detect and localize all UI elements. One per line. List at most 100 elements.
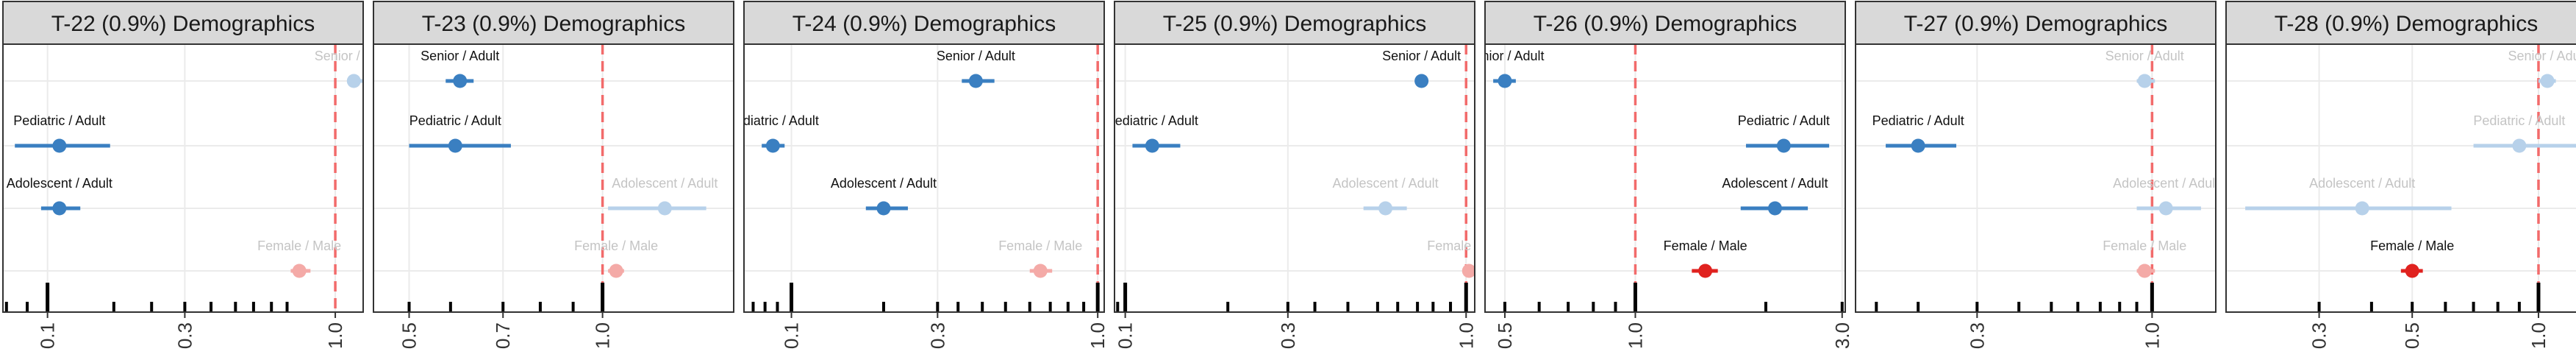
point-label: Female / Male	[1427, 238, 1511, 253]
point-estimate	[1414, 74, 1429, 88]
panel-plot-area: Senior / Adult Pediatric / Adult Adolescen…	[1465, 44, 1845, 312]
point-estimate	[2158, 201, 2173, 216]
point-label: Adolescent / Adult	[831, 176, 937, 191]
axis-tick-label: 1.0	[2141, 322, 2163, 349]
panel-background	[373, 44, 734, 312]
axis-tick-label: 0.5	[2401, 322, 2423, 349]
panel-title: T-26 (0.9%) Demographics	[1534, 12, 1797, 36]
axis-tick-label: 0.3	[926, 322, 948, 349]
point-label: Adolescent / Adult	[2309, 176, 2415, 191]
axis-tick-label: 3.0	[1831, 322, 1853, 349]
point-estimate	[292, 264, 307, 278]
point-estimate	[1911, 138, 1925, 153]
panel-frame	[2225, 43, 2576, 313]
point-estimate	[453, 74, 468, 88]
point-label: Senior / Adult	[1382, 49, 1461, 63]
axis-tick-label: 0.3	[2308, 322, 2330, 349]
panel-title: T-23 (0.9%) Demographics	[422, 12, 685, 36]
point-label: Female / Male	[1664, 238, 1747, 253]
point-estimate	[1776, 138, 1791, 153]
panel-title: T-28 (0.9%) Demographics	[2275, 12, 2538, 36]
point-label: Female / Male	[257, 238, 341, 253]
panel-frame	[1114, 43, 1475, 313]
point-estimate	[876, 201, 891, 216]
axis-tick-label: 0.1	[1115, 322, 1137, 349]
point-estimate	[346, 74, 361, 88]
axis-tick-label: 1.0	[1455, 322, 1477, 349]
point-label: Pediatric / Adult	[1106, 113, 1198, 128]
point-label: Pediatric / Adult	[409, 113, 501, 128]
point-estimate	[52, 201, 67, 216]
point-estimate	[2405, 264, 2419, 278]
point-label: Adolescent / Adult	[1722, 176, 1828, 191]
panel-frame	[1484, 43, 1846, 313]
point-label: Pediatric / Adult	[1872, 113, 1964, 128]
point-label: Female / Male	[998, 238, 1082, 253]
axis-tick-label: 0.3	[1277, 322, 1299, 349]
panel-strip	[1855, 1, 2217, 45]
point-estimate	[1498, 74, 1512, 88]
panel-strip	[1484, 1, 1846, 45]
panel-strip	[2225, 1, 2576, 45]
panel-title: T-22 (0.9%) Demographics	[51, 12, 315, 36]
point-label: Adolescent / Adult	[612, 176, 718, 191]
panel-plot-area: Senior / Adult Pediatric / Adult Adolescen…	[1856, 44, 2216, 312]
point-estimate	[1145, 138, 1159, 153]
panel-background	[1485, 44, 1845, 312]
axis-tick-label: 0.3	[1966, 322, 1988, 349]
axis-tick-label: 0.5	[398, 322, 421, 349]
point-estimate	[765, 138, 780, 153]
point-estimate	[2540, 74, 2555, 88]
panel-plot-area: Senior / Adult Pediatric / Adult Adolescen…	[727, 44, 1104, 312]
axis-tick-label: 0.1	[781, 322, 803, 349]
axis-tick-label: 1.0	[2527, 322, 2550, 349]
point-estimate	[2137, 74, 2152, 88]
axis-tick-label: 0.3	[173, 322, 196, 349]
panel-background	[2226, 44, 2576, 312]
point-label: Female / Male	[574, 238, 658, 253]
panel-3: T-24 (0.9%) Demographics Senior / Adult Pe…	[727, 1, 1109, 349]
point-label: Pediatric / Adult	[13, 113, 105, 128]
axis-tick-label: 0.7	[492, 322, 514, 349]
point-estimate	[1698, 264, 1713, 278]
panel-strip	[743, 1, 1105, 45]
panel-frame	[743, 43, 1105, 313]
axis-tick-label: 0.1	[37, 322, 59, 349]
point-estimate	[2512, 138, 2527, 153]
point-estimate	[657, 201, 672, 216]
panel-strip	[373, 1, 734, 45]
panel-7: T-28 (0.9%) Demographics Senior / Adult Pe…	[2225, 1, 2576, 349]
panel-strip	[2, 1, 364, 45]
axis-tick-label: 1.0	[1624, 322, 1646, 349]
panel-plot-area: Senior / Adult Pediatric / Adult Adolescen…	[373, 44, 734, 312]
panel-5: T-26 (0.9%) Demographics Senior / Adult Pe…	[1465, 1, 1853, 349]
panel-plot-area: Senior / Adult Pediatric / Adult Adolescen…	[2226, 44, 2576, 312]
point-estimate	[2137, 264, 2152, 278]
panel-title: T-24 (0.9%) Demographics	[793, 12, 1056, 36]
point-estimate	[448, 138, 462, 153]
panel-frame	[2, 43, 364, 313]
point-label: Female / Male	[2370, 238, 2454, 253]
point-label: Senior / Adult	[315, 49, 393, 63]
point-label: Pediatric / Adult	[727, 113, 819, 128]
point-estimate	[1033, 264, 1048, 278]
panel-title: T-25 (0.9%) Demographics	[1163, 12, 1426, 36]
axis-tick-label: 1.0	[1087, 322, 1109, 349]
point-label: Female / Male	[2103, 238, 2186, 253]
panel-title: T-27 (0.9%) Demographics	[1904, 12, 2167, 36]
panel-strip	[1114, 1, 1475, 45]
panel-plot-area: Senior / Adult Pediatric / Adult Adolescen…	[3, 44, 393, 312]
point-label: Pediatric / Adult	[2473, 113, 2565, 128]
point-estimate	[968, 74, 983, 88]
axis-tick-label: 1.0	[592, 322, 614, 349]
point-estimate	[609, 264, 623, 278]
point-label: Senior / Adult	[2105, 49, 2184, 63]
point-label: Senior / Adult	[1465, 49, 1544, 63]
axis-tick-label: 1.0	[324, 322, 346, 349]
point-estimate	[52, 138, 67, 153]
panel-2: T-23 (0.9%) Demographics Senior / Adult Pe…	[373, 1, 734, 349]
axis-tick-label: 0.5	[1494, 322, 1516, 349]
